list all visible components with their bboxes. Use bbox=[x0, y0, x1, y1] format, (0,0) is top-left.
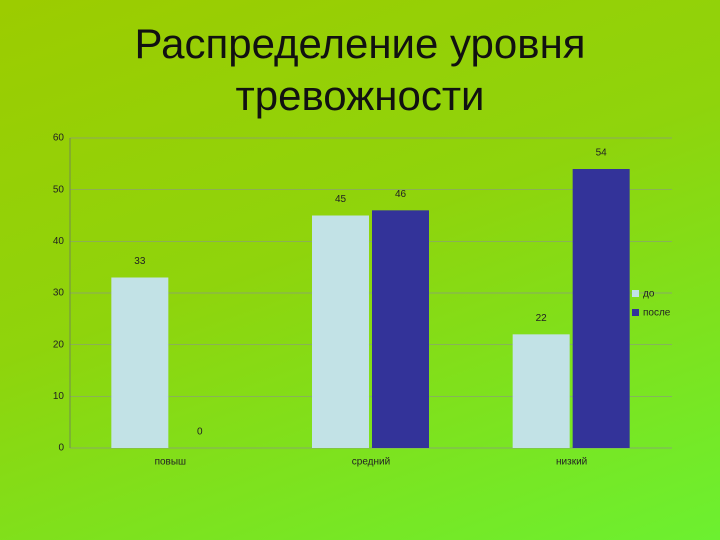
bar bbox=[512, 334, 570, 448]
y-tick-label: 20 bbox=[53, 339, 65, 350]
legend-label: до bbox=[643, 289, 655, 300]
bar bbox=[572, 169, 630, 448]
y-tick-label: 40 bbox=[53, 236, 65, 247]
value-label: 54 bbox=[596, 148, 608, 159]
y-tick-label: 10 bbox=[53, 391, 65, 402]
y-tick-label: 50 bbox=[53, 184, 65, 195]
legend-label: после bbox=[643, 308, 671, 319]
bar bbox=[312, 215, 369, 448]
y-tick-label: 0 bbox=[58, 443, 64, 454]
value-label: 45 bbox=[335, 194, 347, 205]
y-tick-label: 60 bbox=[53, 133, 65, 144]
bar bbox=[372, 210, 429, 448]
legend-swatch bbox=[632, 290, 639, 297]
x-tick-label: средний bbox=[352, 457, 390, 468]
value-label: 46 bbox=[395, 189, 407, 200]
value-label: 33 bbox=[134, 256, 146, 267]
value-label: 22 bbox=[536, 313, 548, 324]
legend-swatch bbox=[632, 309, 639, 316]
chart-title: Распределение уровня тревожности bbox=[134, 20, 586, 119]
y-tick-label: 30 bbox=[53, 288, 65, 299]
value-label: 0 bbox=[197, 427, 203, 438]
bar bbox=[111, 277, 169, 448]
x-tick-label: низкий bbox=[556, 457, 587, 468]
x-tick-label: повыш bbox=[155, 457, 187, 468]
